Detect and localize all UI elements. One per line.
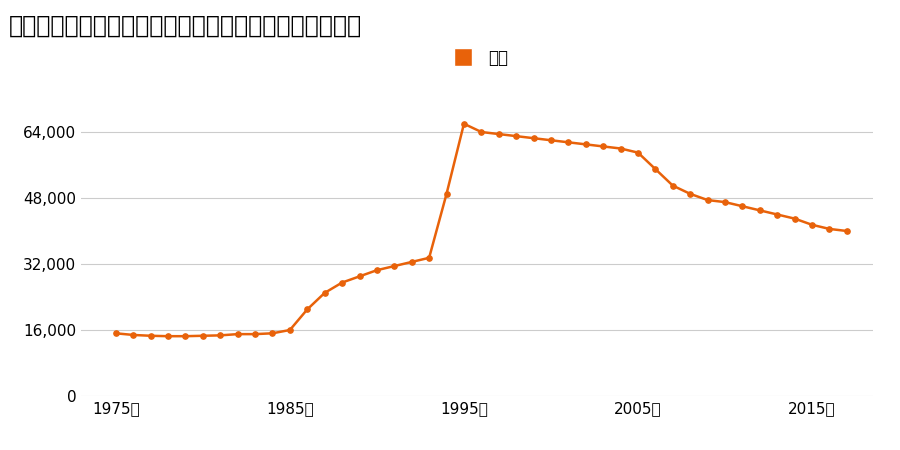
Legend: 価格: 価格 <box>439 42 515 73</box>
Text: 群馬県伊勢崎市太田町字北赤坂９２８番２５の地価推移: 群馬県伊勢崎市太田町字北赤坂９２８番２５の地価推移 <box>9 14 362 37</box>
